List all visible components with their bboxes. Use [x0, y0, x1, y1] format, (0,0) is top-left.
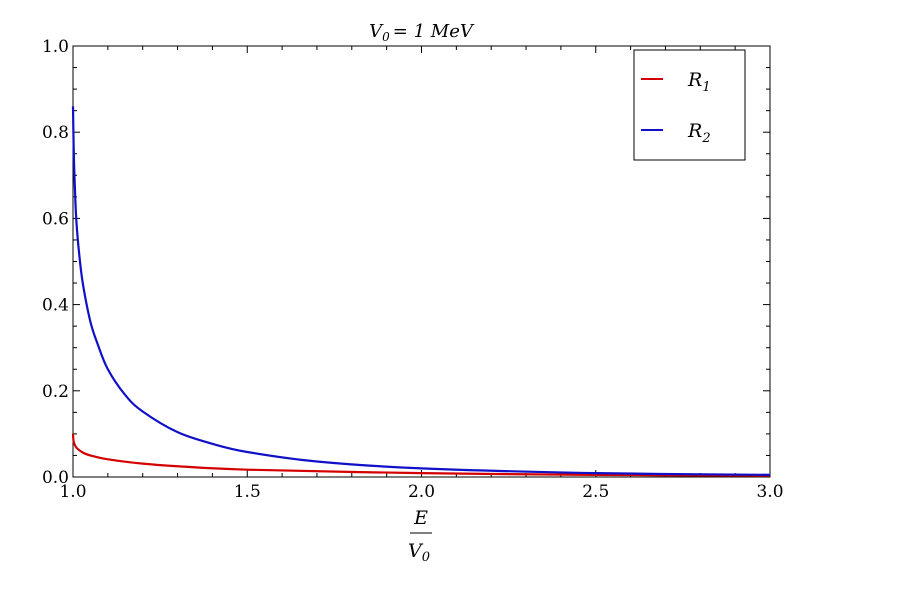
- y-tick-label: 0.2: [42, 382, 69, 402]
- x-tick-label: 3.0: [756, 482, 783, 502]
- x-axis-label: E V0: [408, 507, 432, 565]
- x-tick-label: 1.5: [234, 482, 261, 502]
- y-tick-label: 0.6: [42, 209, 69, 229]
- y-tick-label: 1.0: [42, 37, 69, 57]
- x-axis-label-numerator: E: [413, 507, 428, 529]
- y-tick-label: 0.4: [42, 296, 69, 316]
- y-tick-label: 0.8: [42, 123, 69, 143]
- series-line-r1: [71, 433, 771, 477]
- x-tick-label: 1.0: [59, 482, 86, 502]
- y-tick-label: 0.0: [42, 468, 69, 488]
- legend-label-r1: R1: [687, 69, 711, 95]
- legend-label-r2: R2: [687, 120, 711, 146]
- x-tick-label: 2.0: [408, 482, 435, 502]
- x-axis-label-denominator: V0: [408, 540, 430, 565]
- tick-labels: 1.0 1.5 2.0 2.5 3.0 0.0 0.2 0.4 0.6 0.8 1.0: [42, 37, 784, 502]
- data-curves: [71, 106, 771, 477]
- chart-title: V0 = 1 MeV: [369, 21, 475, 44]
- legend-box: [633, 49, 746, 161]
- x-tick-label: 2.5: [582, 482, 609, 502]
- legend: R1 R2: [633, 49, 746, 161]
- series-line-r2: [71, 106, 771, 476]
